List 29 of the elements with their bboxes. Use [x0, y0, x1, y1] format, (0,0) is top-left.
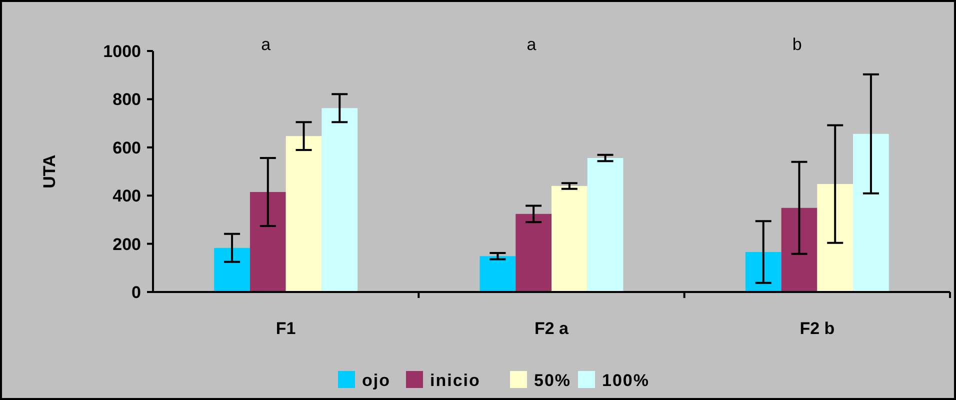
y-axis-title: UTA	[40, 154, 59, 188]
bar	[587, 158, 624, 292]
y-tick-label: 200	[112, 234, 141, 254]
x-tick-label: F1	[276, 319, 296, 338]
legend-label: ojo	[362, 370, 390, 390]
bar	[781, 208, 818, 292]
bar	[817, 184, 854, 292]
legend-label: inicio	[430, 370, 480, 390]
y-tick-label: 0	[132, 282, 141, 302]
legend-label: 100%	[602, 370, 650, 390]
bar	[516, 214, 552, 292]
legend-label: 50%	[534, 370, 572, 390]
y-tick-label: 1000	[103, 42, 141, 61]
annotation: a	[261, 35, 272, 54]
x-tick-label: F2 b	[800, 319, 835, 338]
bar	[322, 108, 358, 292]
annotation: b	[792, 35, 802, 54]
y-tick-label: 600	[112, 138, 141, 158]
bar	[286, 136, 322, 292]
bar	[480, 256, 516, 292]
bar	[250, 192, 286, 292]
bar	[552, 186, 588, 292]
bar	[214, 248, 250, 292]
bar	[853, 134, 889, 292]
y-tick-label: 800	[112, 90, 141, 110]
bar	[745, 252, 782, 292]
x-tick-label: F2 a	[534, 319, 570, 338]
annotation: a	[526, 35, 537, 54]
y-tick-label: 400	[112, 186, 141, 206]
